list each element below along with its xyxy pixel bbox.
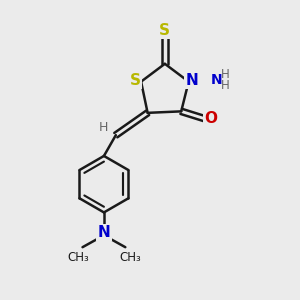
Text: O: O xyxy=(204,111,217,126)
Text: S: S xyxy=(159,23,170,38)
Text: N: N xyxy=(211,73,223,87)
Text: H: H xyxy=(221,79,230,92)
Text: CH₃: CH₃ xyxy=(119,251,141,264)
Text: H: H xyxy=(221,68,230,81)
Text: CH₃: CH₃ xyxy=(67,251,89,264)
Text: H: H xyxy=(99,121,108,134)
Text: S: S xyxy=(130,73,141,88)
Text: N: N xyxy=(185,73,198,88)
Text: N: N xyxy=(98,225,110,240)
